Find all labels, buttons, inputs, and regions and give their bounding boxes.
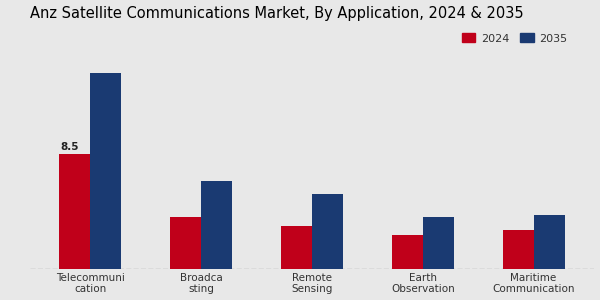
Bar (91, 73, 121, 269)
Text: 8.5: 8.5 (60, 142, 79, 152)
Bar (423, 218, 454, 269)
Bar (533, 215, 565, 269)
Bar (170, 218, 201, 269)
Bar (201, 181, 232, 269)
Bar (312, 194, 343, 269)
Bar (281, 226, 312, 269)
Bar (503, 230, 533, 269)
Text: Anz Satellite Communications Market, By Application, 2024 & 2035: Anz Satellite Communications Market, By … (29, 6, 523, 21)
Legend: 2024, 2035: 2024, 2035 (458, 29, 572, 48)
Bar (59, 154, 91, 269)
Bar (392, 235, 423, 269)
